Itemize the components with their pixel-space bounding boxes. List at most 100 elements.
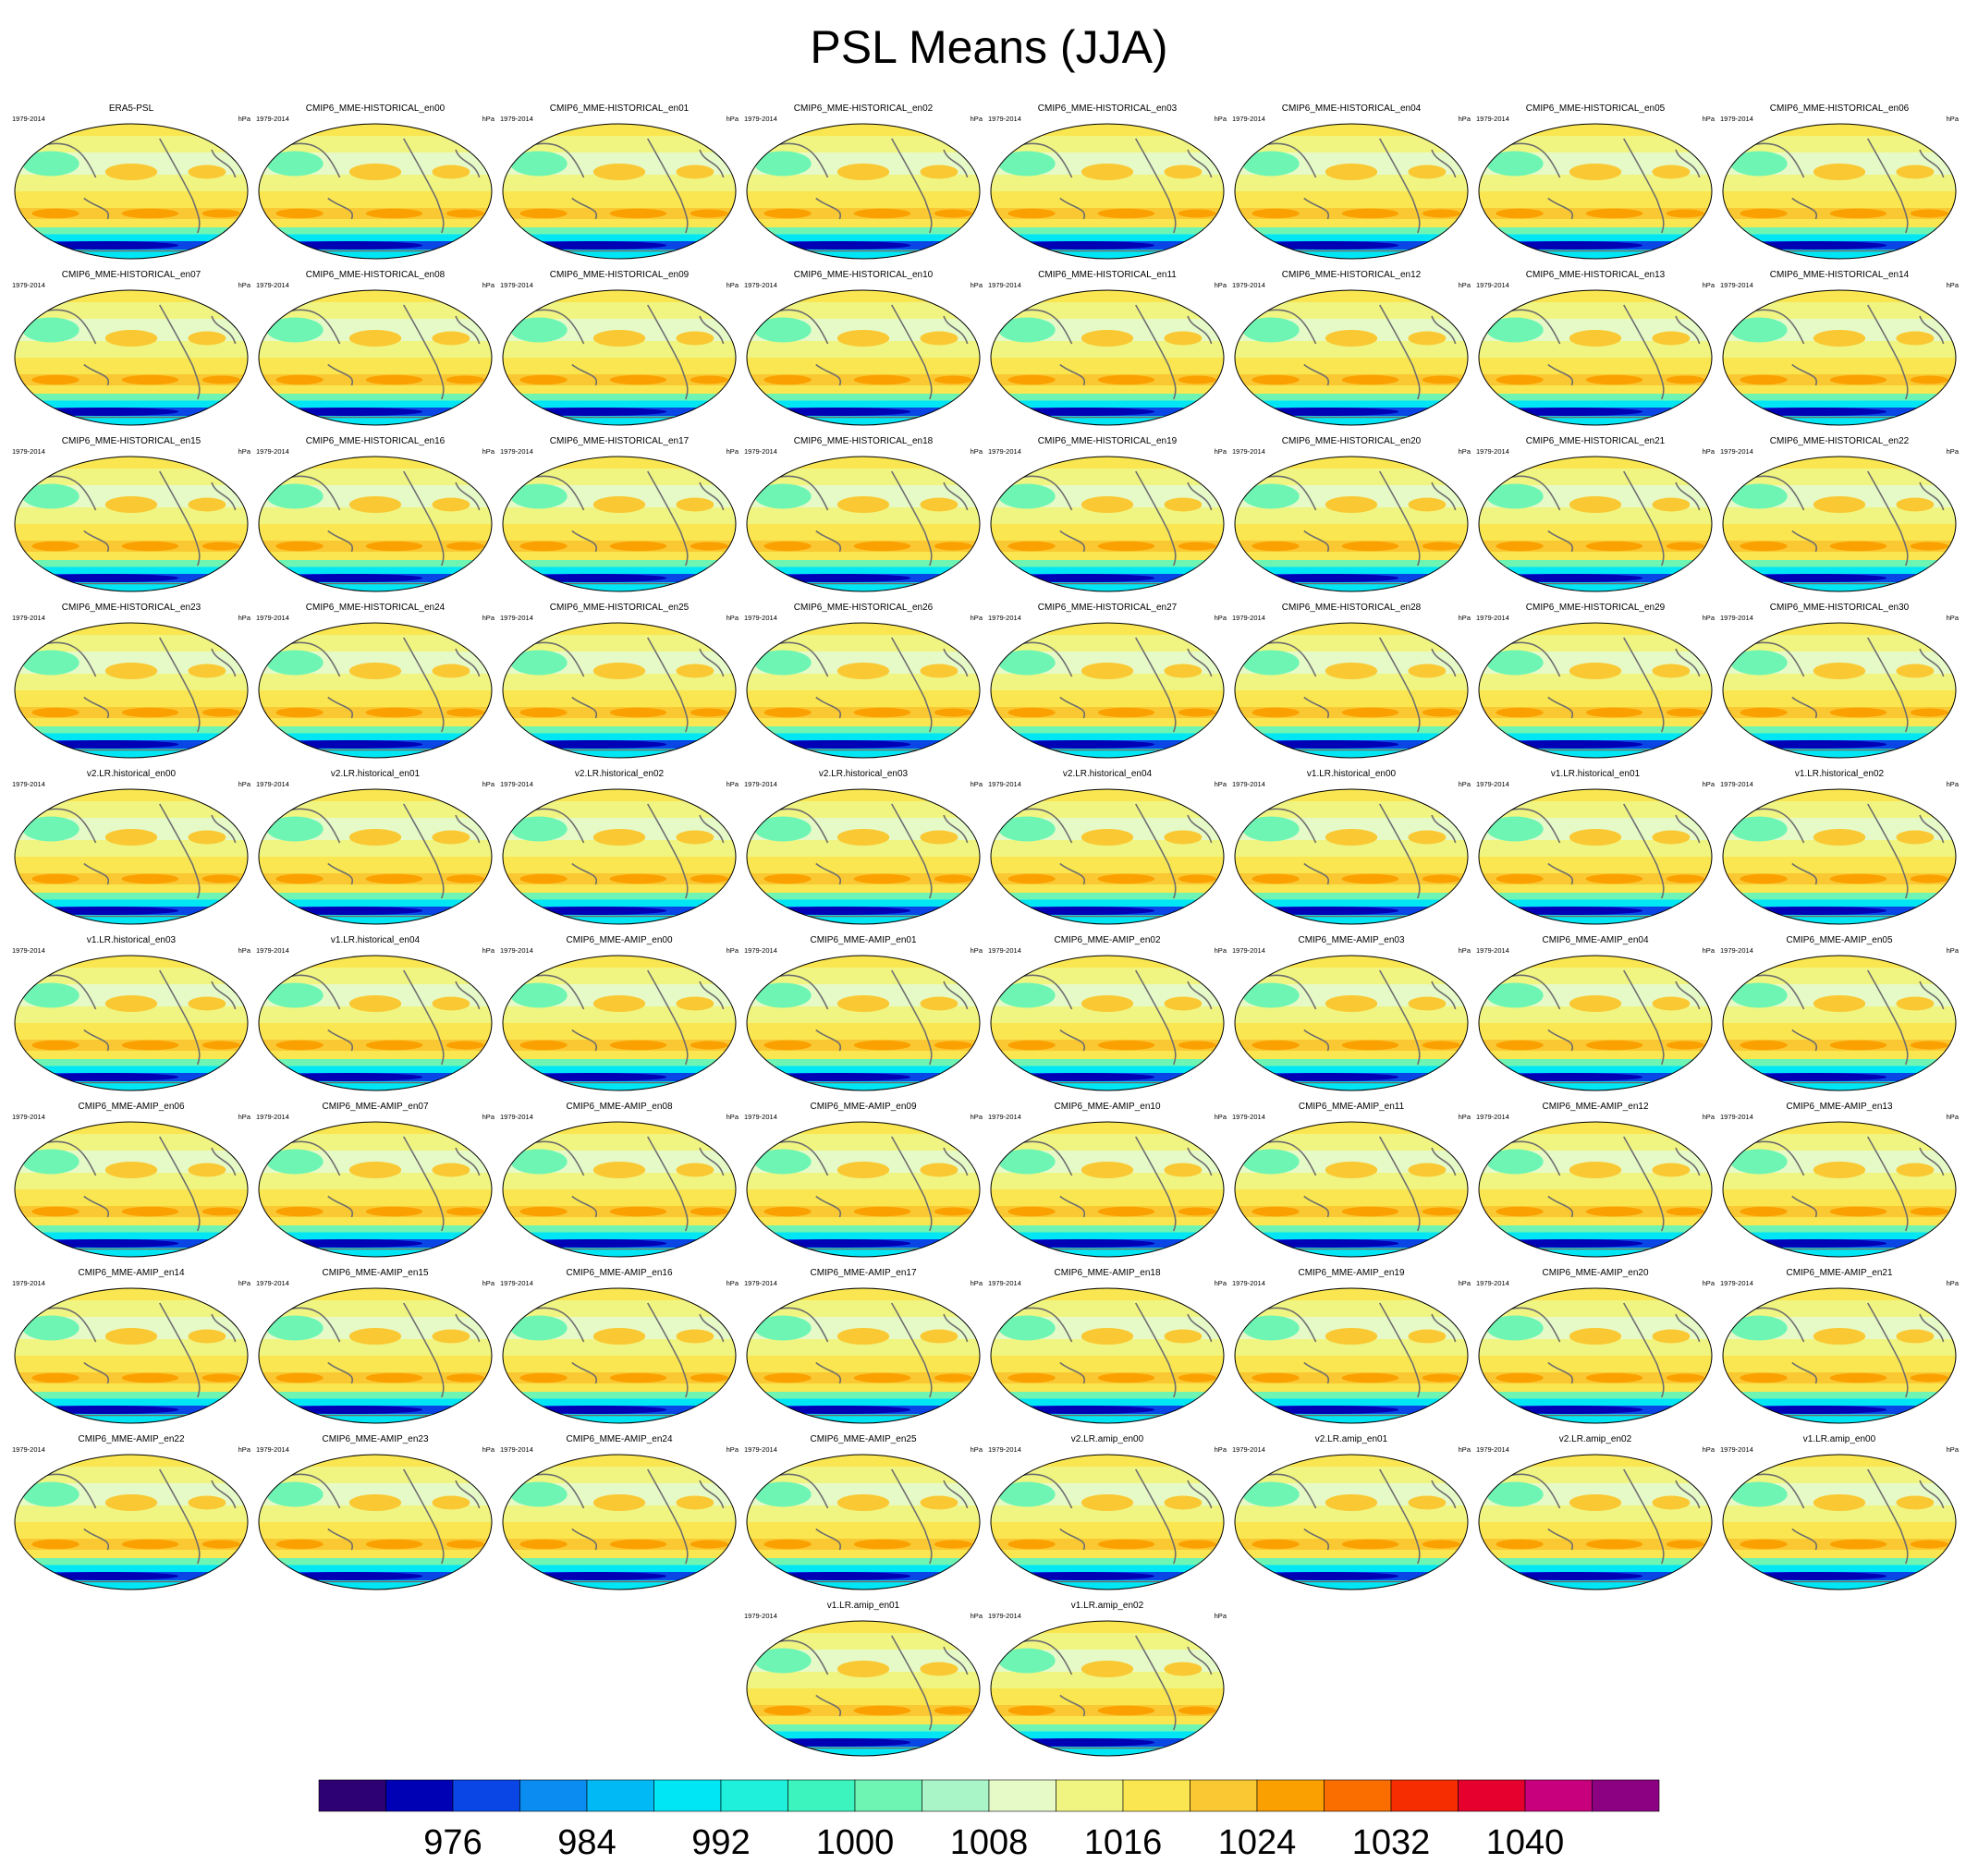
panel-title: CMIP6_MME-HISTORICAL_en19 bbox=[1037, 436, 1178, 446]
map-svg bbox=[502, 955, 737, 1091]
pressure-band bbox=[747, 1081, 980, 1090]
pressure-band bbox=[1723, 899, 1956, 908]
high-pressure-center bbox=[1422, 874, 1460, 883]
pressure-band bbox=[747, 1724, 980, 1732]
high-pressure-center bbox=[676, 164, 714, 179]
pressure-band bbox=[747, 1672, 980, 1689]
map-panel: CMIP6_MME-HISTORICAL_en19 1979-2014 hPa bbox=[986, 436, 1228, 599]
high-pressure-center bbox=[1740, 1372, 1788, 1383]
high-pressure-center bbox=[836, 1494, 890, 1511]
panel-title: v1.LR.historical_en03 bbox=[86, 935, 177, 945]
map-border bbox=[502, 955, 737, 1091]
pressure-band bbox=[991, 1633, 1224, 1651]
pressure-band bbox=[259, 302, 492, 320]
map-border bbox=[258, 1287, 493, 1424]
high-pressure-center bbox=[836, 330, 890, 347]
low-pressure-center bbox=[524, 408, 667, 416]
high-pressure-center bbox=[1007, 707, 1056, 718]
pressure-band bbox=[503, 733, 736, 741]
high-pressure-center bbox=[609, 1040, 667, 1051]
colorbar-tick-label: 976 bbox=[423, 1823, 482, 1862]
coastline bbox=[1000, 969, 1215, 1084]
coastline bbox=[1488, 1136, 1703, 1250]
map-border bbox=[14, 1287, 249, 1424]
high-pressure-center bbox=[1910, 1041, 1948, 1050]
coastline bbox=[1488, 138, 1703, 252]
panel-period-label: 1979-2014 bbox=[988, 1445, 1021, 1454]
low-pressure-center bbox=[266, 483, 324, 509]
high-pressure-center bbox=[1007, 541, 1056, 552]
high-pressure-center bbox=[1252, 1539, 1300, 1550]
panel-units-label: hPa bbox=[482, 614, 494, 622]
pressure-band bbox=[1723, 884, 1956, 894]
pressure-band bbox=[503, 560, 736, 567]
panel-title: CMIP6_MME-HISTORICAL_en21 bbox=[1525, 436, 1666, 446]
map-border bbox=[14, 788, 249, 925]
high-pressure-center bbox=[1813, 164, 1866, 180]
panel-units-label: hPa bbox=[1946, 1445, 1959, 1454]
high-pressure-center bbox=[934, 542, 972, 551]
colorbar-swatch bbox=[1524, 1779, 1593, 1812]
high-pressure-center bbox=[1178, 542, 1216, 551]
panel-units-label: hPa bbox=[1946, 946, 1959, 955]
pressure-band bbox=[259, 1006, 492, 1024]
pressure-band bbox=[1479, 175, 1712, 192]
pressure-band bbox=[15, 915, 248, 924]
panel-units-label: hPa bbox=[726, 447, 739, 456]
high-pressure-center bbox=[1740, 374, 1788, 385]
coastline bbox=[756, 138, 971, 252]
low-pressure-center bbox=[524, 1406, 667, 1414]
panel-title: v2.LR.amip_en02 bbox=[1558, 1434, 1632, 1444]
low-pressure-center bbox=[524, 740, 667, 749]
low-pressure-center bbox=[1012, 1738, 1155, 1747]
pressure-band bbox=[991, 726, 1224, 734]
panel-title: CMIP6_MME-HISTORICAL_en01 bbox=[549, 104, 690, 114]
pressure-band bbox=[15, 1006, 248, 1024]
low-pressure-center bbox=[768, 408, 911, 416]
low-pressure-center bbox=[768, 1073, 911, 1081]
high-pressure-center bbox=[432, 497, 470, 512]
pressure-band bbox=[15, 1558, 248, 1565]
coastline bbox=[24, 470, 238, 585]
pressure-band bbox=[1235, 469, 1468, 486]
pressure-band bbox=[1723, 341, 1956, 359]
low-pressure-center bbox=[36, 1073, 179, 1081]
pressure-band bbox=[15, 1467, 248, 1484]
low-pressure-center bbox=[754, 982, 812, 1008]
panel-period-label: 1979-2014 bbox=[1476, 1445, 1509, 1454]
panel-title: CMIP6_MME-AMIP_en02 bbox=[1054, 935, 1161, 945]
pressure-band bbox=[259, 1051, 492, 1060]
coastline bbox=[268, 470, 482, 585]
pressure-band bbox=[259, 1392, 492, 1399]
panel-period-label: 1979-2014 bbox=[12, 614, 45, 622]
coastline bbox=[1000, 1468, 1215, 1583]
panel-units-label: hPa bbox=[1458, 780, 1471, 788]
high-pressure-center bbox=[201, 542, 240, 551]
high-pressure-center bbox=[1910, 1540, 1948, 1549]
pressure-band bbox=[503, 136, 736, 153]
high-pressure-center bbox=[609, 1206, 667, 1217]
low-pressure-center bbox=[998, 151, 1056, 177]
pressure-band bbox=[503, 469, 736, 486]
high-pressure-center bbox=[1252, 873, 1300, 884]
pressure-band bbox=[15, 1300, 248, 1318]
high-pressure-center bbox=[676, 497, 714, 512]
high-pressure-center bbox=[934, 1207, 972, 1216]
high-pressure-center bbox=[432, 830, 470, 845]
high-pressure-center bbox=[934, 1373, 972, 1383]
panel-units-label: hPa bbox=[1946, 614, 1959, 622]
low-pressure-center bbox=[510, 151, 568, 177]
low-pressure-center bbox=[998, 1149, 1056, 1175]
coastline bbox=[756, 304, 971, 419]
low-pressure-center bbox=[280, 574, 423, 582]
pressure-band bbox=[747, 840, 980, 858]
pressure-band bbox=[1235, 1051, 1468, 1060]
panel-title: CMIP6_MME-HISTORICAL_en13 bbox=[1525, 270, 1666, 280]
pressure-band bbox=[747, 136, 980, 153]
map-panel: CMIP6_MME-AMIP_en23 1979-2014 hPa bbox=[254, 1434, 496, 1597]
high-pressure-center bbox=[446, 1207, 484, 1216]
panel-period-label: 1979-2014 bbox=[1476, 447, 1509, 456]
pressure-band bbox=[747, 899, 980, 908]
pressure-band bbox=[259, 560, 492, 567]
pressure-band bbox=[991, 899, 1224, 908]
